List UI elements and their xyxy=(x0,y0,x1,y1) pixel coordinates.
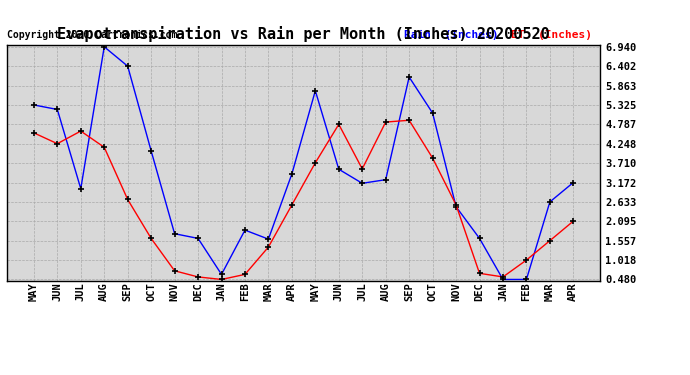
Rain  (Inches) xyxy=(475,236,484,241)
Rain  (Inches) xyxy=(522,277,531,282)
Rain  (Inches) xyxy=(241,228,249,232)
ET  (Inches) xyxy=(124,197,132,202)
Rain  (Inches) xyxy=(405,75,413,79)
ET  (Inches) xyxy=(77,129,85,134)
Rain  (Inches) xyxy=(264,237,273,242)
ET  (Inches) xyxy=(546,238,554,243)
ET  (Inches) xyxy=(288,202,296,207)
ET  (Inches) xyxy=(475,271,484,276)
ET  (Inches) xyxy=(405,118,413,123)
Line: Rain  (Inches): Rain (Inches) xyxy=(30,44,577,283)
Rain  (Inches) xyxy=(124,64,132,68)
Text: Rain  (Inches): Rain (Inches) xyxy=(404,30,499,40)
Rain  (Inches) xyxy=(546,200,554,204)
ET  (Inches) xyxy=(194,274,202,279)
Rain  (Inches) xyxy=(194,236,202,241)
ET  (Inches) xyxy=(147,236,155,241)
Rain  (Inches) xyxy=(569,180,578,185)
ET  (Inches) xyxy=(311,160,319,165)
Rain  (Inches) xyxy=(358,181,366,186)
Rain  (Inches) xyxy=(217,272,226,277)
ET  (Inches) xyxy=(522,258,531,262)
Text: Copyright 2020 Cartronics.com: Copyright 2020 Cartronics.com xyxy=(7,30,177,40)
ET  (Inches) xyxy=(428,156,437,160)
Rain  (Inches) xyxy=(30,103,38,107)
ET  (Inches) xyxy=(452,202,460,207)
Rain  (Inches) xyxy=(288,172,296,176)
Rain  (Inches) xyxy=(100,45,108,49)
ET  (Inches) xyxy=(382,120,390,124)
Line: ET  (Inches): ET (Inches) xyxy=(30,117,577,283)
Rain  (Inches) xyxy=(53,107,61,112)
Rain  (Inches) xyxy=(499,277,507,282)
ET  (Inches) xyxy=(100,145,108,150)
Rain  (Inches) xyxy=(428,111,437,116)
Rain  (Inches) xyxy=(77,186,85,191)
Rain  (Inches) xyxy=(382,177,390,182)
ET  (Inches) xyxy=(358,166,366,171)
ET  (Inches) xyxy=(241,272,249,277)
Rain  (Inches) xyxy=(452,204,460,209)
Text: ET  (Inches): ET (Inches) xyxy=(511,30,592,40)
ET  (Inches) xyxy=(217,277,226,282)
Rain  (Inches) xyxy=(311,88,319,93)
Rain  (Inches) xyxy=(335,167,343,171)
ET  (Inches) xyxy=(499,274,507,279)
Title: Evapotranspiration vs Rain per Month (Inches) 20200520: Evapotranspiration vs Rain per Month (In… xyxy=(57,27,550,42)
ET  (Inches) xyxy=(30,130,38,135)
ET  (Inches) xyxy=(53,141,61,146)
ET  (Inches) xyxy=(264,245,273,249)
ET  (Inches) xyxy=(335,122,343,127)
ET  (Inches) xyxy=(569,219,578,224)
Rain  (Inches) xyxy=(147,148,155,153)
Rain  (Inches) xyxy=(170,231,179,236)
ET  (Inches) xyxy=(170,268,179,273)
